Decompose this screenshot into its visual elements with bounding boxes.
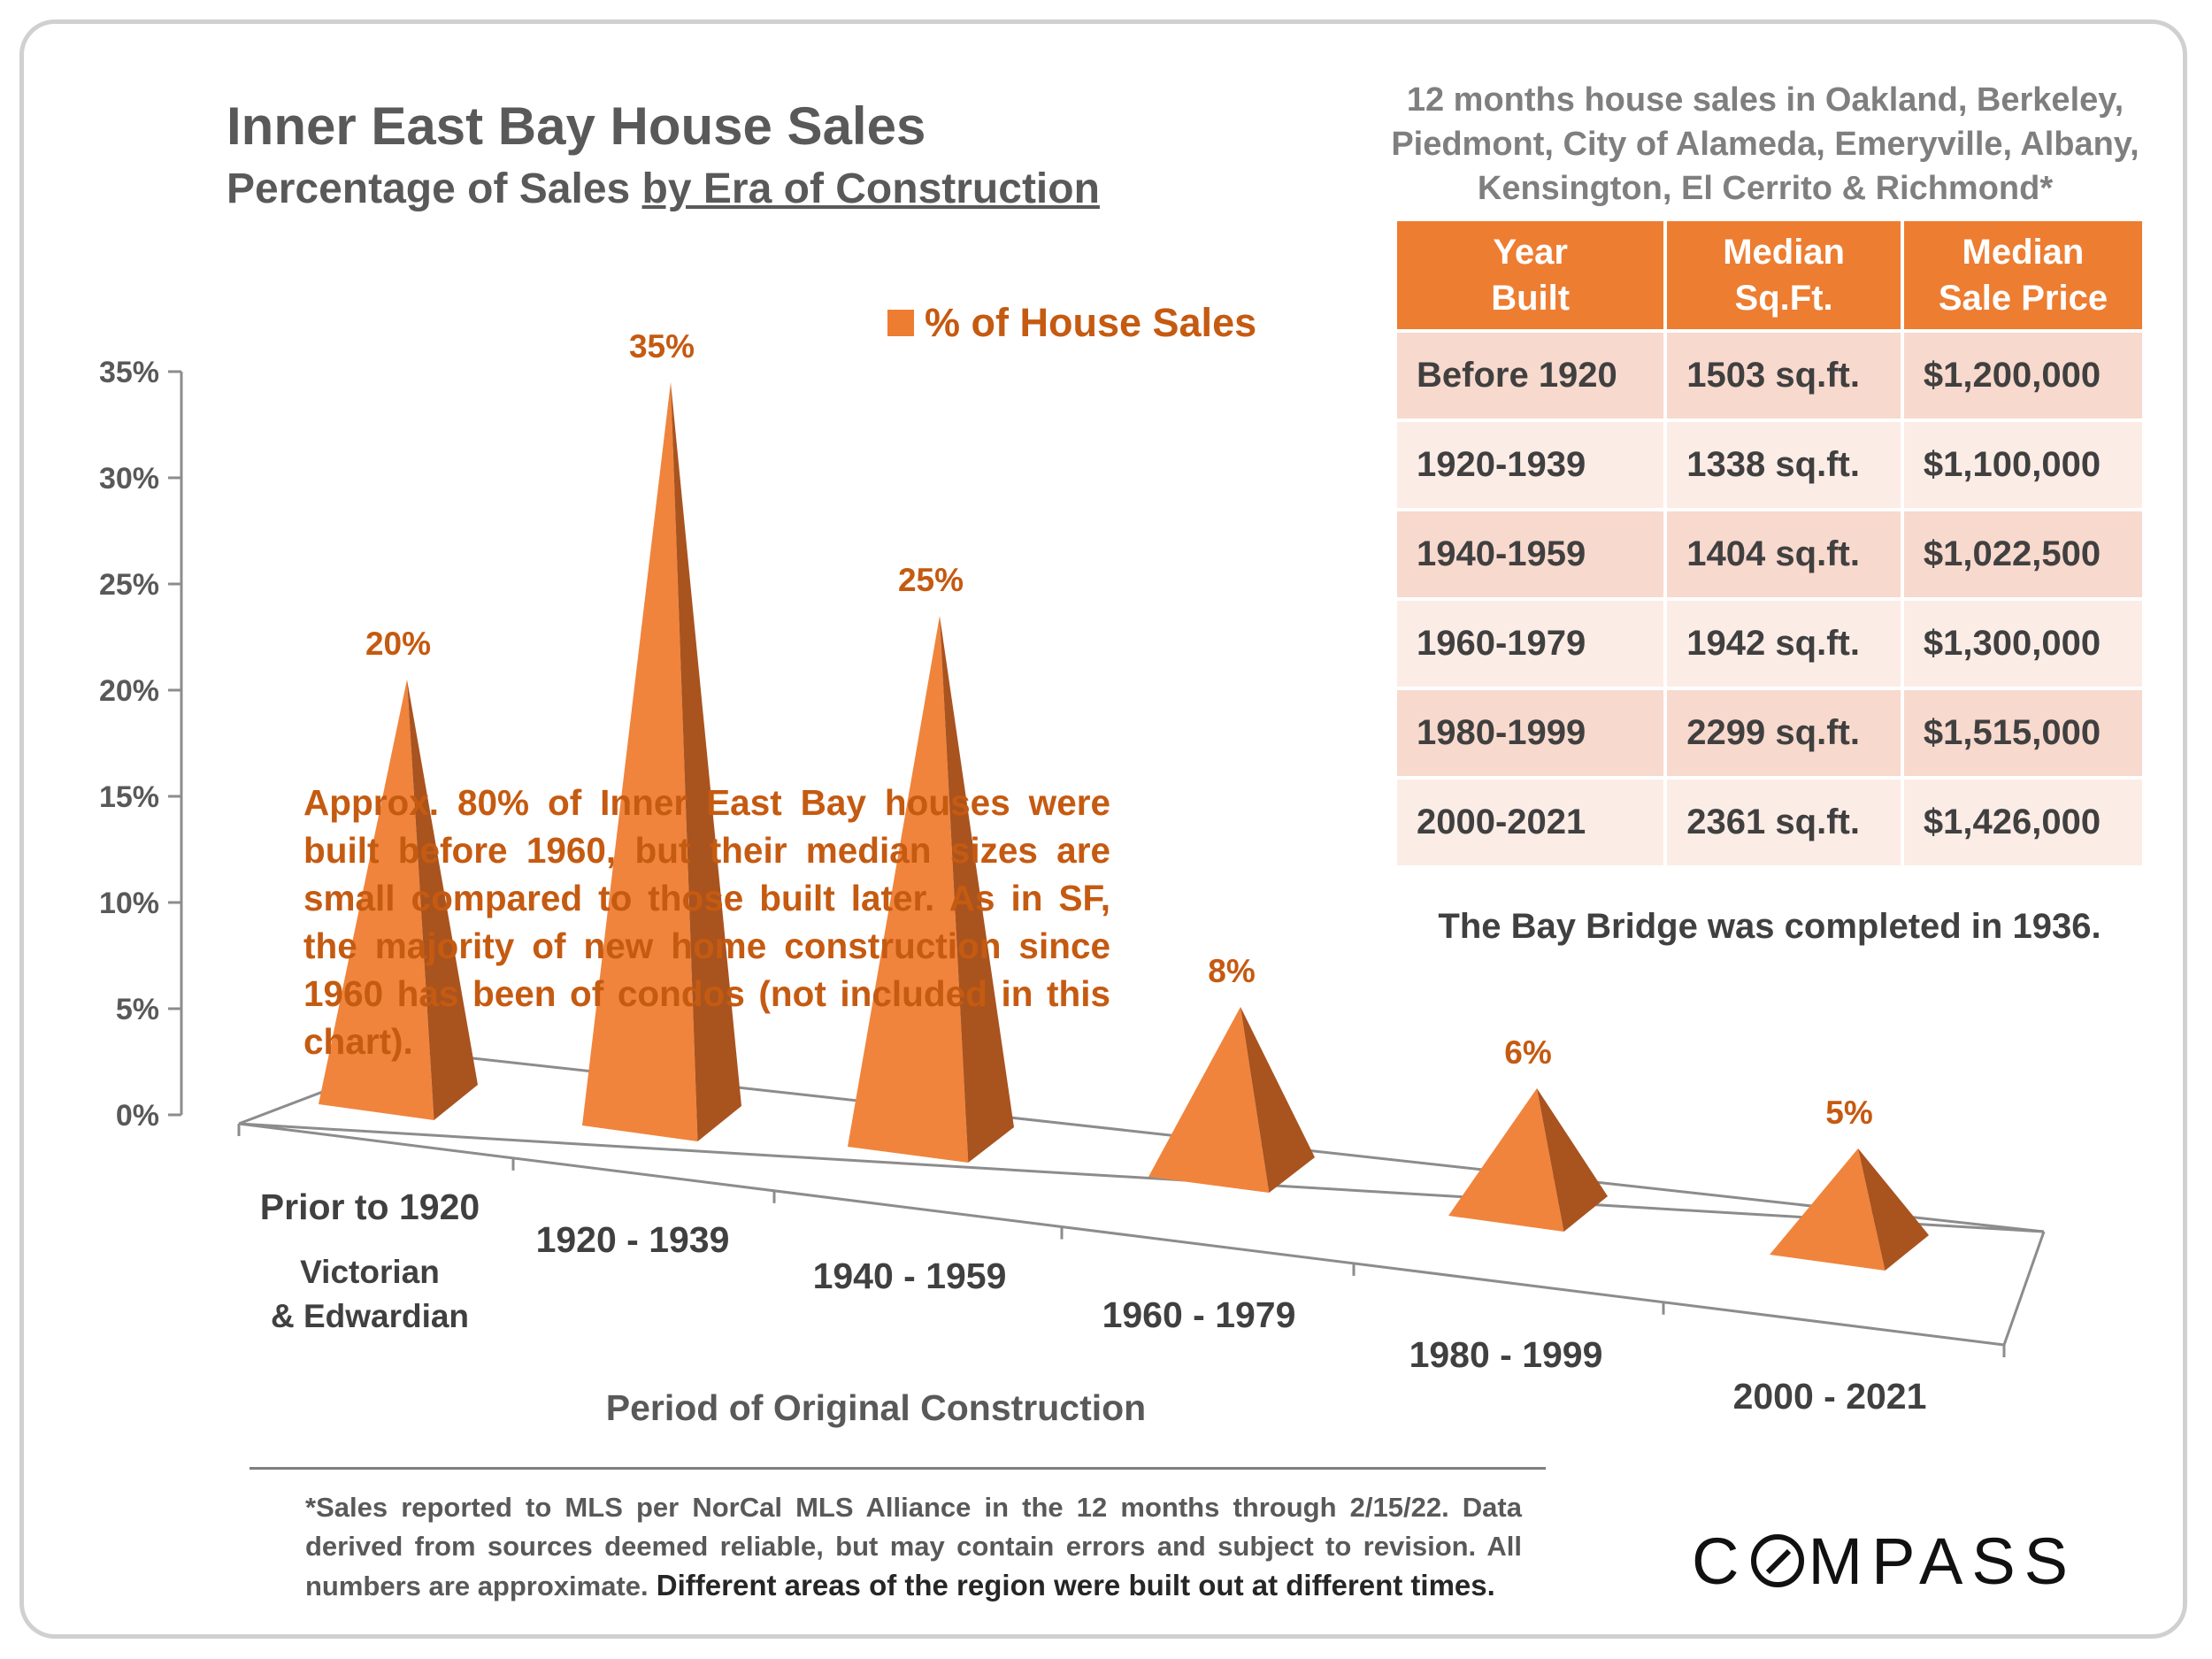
cell-sqft: 2361 sq.ft.: [1667, 780, 1901, 865]
pyramid-bar: [582, 382, 741, 1141]
floor-front-edge: [238, 1122, 2005, 1347]
cell-sqft: 1404 sq.ft.: [1667, 511, 1901, 597]
data-label: 25%: [898, 562, 964, 598]
cell-sqft: 1503 sq.ft.: [1667, 333, 1901, 419]
pyramid-side-face: [1537, 1088, 1608, 1232]
category-label: 1920 - 1939: [536, 1219, 730, 1260]
pyramid-side-face: [940, 616, 1014, 1163]
x-axis-front-line: [238, 1122, 2045, 1233]
bay-bridge-note: The Bay Bridge was completed in 1936.: [1438, 907, 2101, 946]
pyramid-front-face: [1148, 1007, 1270, 1193]
cell-year: 2000-2021: [1397, 780, 1664, 865]
data-labels: 20% 35% 25% 8% 6% 5%: [365, 328, 1873, 1131]
header-year-built: Year Built: [1397, 221, 1664, 329]
legend-swatch: [887, 310, 914, 336]
footnote-divider: [250, 1467, 1546, 1470]
category-label: 1960 - 1979: [1102, 1294, 1296, 1335]
category-label: 1940 - 1959: [813, 1256, 1007, 1296]
table-row: Before 1920 1503 sq.ft. $1,200,000: [1397, 333, 2142, 419]
table-row: 2000-2021 2361 sq.ft. $1,426,000: [1397, 780, 2142, 865]
cell-price: $1,515,000: [1903, 690, 2142, 776]
category-sublabel-line2: & Edwardian: [271, 1298, 469, 1334]
category-label: Prior to 1920: [260, 1187, 480, 1227]
cell-year: 1960-1979: [1397, 601, 1664, 687]
floor-right-edge: [2002, 1231, 2046, 1346]
pyramid-bar: [1770, 1148, 1929, 1271]
cell-sqft: 2299 sq.ft.: [1667, 690, 1901, 776]
pyramid-front-face: [848, 616, 969, 1163]
cell-year: 1980-1999: [1397, 690, 1664, 776]
pyramid-side-face: [671, 382, 741, 1141]
y-tick-label: 25%: [99, 568, 159, 602]
y-tick-label: 15%: [99, 780, 159, 814]
chart-annotation: Approx. 80% of Inner East Bay houses wer…: [303, 782, 1110, 1062]
table-row: 1980-1999 2299 sq.ft. $1,515,000: [1397, 690, 2142, 776]
data-label: 5%: [1825, 1094, 1872, 1131]
pyramid-side-face: [1240, 1007, 1315, 1193]
x-axis-ticks: [237, 1124, 2006, 1357]
pyramid-front-face: [1770, 1148, 1886, 1271]
cell-year: 1940-1959: [1397, 511, 1664, 597]
page-subtitle: Percentage of Sales by Era of Constructi…: [227, 165, 1100, 213]
cell-price: $1,200,000: [1903, 333, 2142, 419]
median-stats-table: Year Built Median Sq.Ft. Median Sale Price …: [1394, 218, 2146, 869]
pyramid-front-face: [319, 680, 434, 1120]
y-tick-label: 0%: [116, 1099, 159, 1133]
page-title: Inner East Bay House Sales: [227, 96, 926, 156]
pyramid-bar: [319, 680, 478, 1120]
y-tick-label: 20%: [99, 674, 159, 708]
footnote-source-text: *Sales reported to MLS per NorCal MLS Al…: [305, 1492, 1522, 1601]
data-label: 35%: [629, 328, 695, 365]
cell-price: $1,022,500: [1903, 511, 2142, 597]
logo-o-icon: [1751, 1534, 1805, 1587]
pyramid-bar: [1148, 1007, 1315, 1193]
category-sublabel-line1: Victorian: [300, 1254, 440, 1290]
table-row: 1960-1979 1942 sq.ft. $1,300,000: [1397, 601, 2142, 687]
cell-sqft: 1942 sq.ft.: [1667, 601, 1901, 687]
category-label: 2000 - 2021: [1733, 1376, 1927, 1417]
y-tick-label: 30%: [99, 462, 159, 495]
table-header-row: Year Built Median Sq.Ft. Median Sale Price: [1397, 221, 2142, 329]
pyramid-side-face: [407, 680, 478, 1120]
cell-year: 1920-1939: [1397, 422, 1664, 508]
y-tick-label: 35%: [99, 356, 159, 389]
pyramid-front-face: [582, 382, 698, 1141]
header-median-price: Median Sale Price: [1903, 221, 2142, 329]
table-row: 1940-1959 1404 sq.ft. $1,022,500: [1397, 511, 2142, 597]
x-axis-title: Period of Original Construction: [606, 1387, 1146, 1428]
header-median-sqft: Median Sq.Ft.: [1667, 221, 1901, 329]
region-note: 12 months house sales in Oakland, Berkel…: [1391, 81, 2139, 207]
data-label: 8%: [1208, 953, 1255, 989]
data-label: 20%: [365, 626, 431, 662]
pyramid-bar: [848, 616, 1014, 1163]
subtitle-underlined-text: by Era of Construction: [641, 165, 1100, 212]
pyramid-bar: [1448, 1088, 1608, 1232]
data-label: 6%: [1504, 1034, 1551, 1071]
legend-label: % of House Sales: [925, 300, 1256, 345]
footnote: *Sales reported to MLS per NorCal MLS Al…: [305, 1488, 1522, 1606]
cell-price: $1,100,000: [1903, 422, 2142, 508]
subtitle-text: Percentage of Sales: [227, 165, 642, 212]
bar-series: [319, 382, 1929, 1271]
cell-year: Before 1920: [1397, 333, 1664, 419]
table-row: 1920-1939 1338 sq.ft. $1,100,000: [1397, 422, 2142, 508]
y-tick-label: 5%: [116, 993, 159, 1026]
pyramid-front-face: [1448, 1088, 1564, 1232]
compass-logo: C MPASS: [1692, 1525, 2078, 1598]
pyramid-side-face: [1858, 1148, 1929, 1271]
y-tick-label: 10%: [99, 887, 159, 920]
cell-price: $1,426,000: [1903, 780, 2142, 865]
y-axis-ticks: 0% 5% 10% 15% 20% 25% 30% 35%: [99, 356, 181, 1133]
cell-sqft: 1338 sq.ft.: [1667, 422, 1901, 508]
category-labels: Prior to 1920 1920 - 1939 1940 - 1959 1960 …: [260, 1187, 1927, 1417]
footnote-emphasis-text: Different areas of the region were built…: [648, 1569, 1495, 1601]
category-label: 1980 - 1999: [1409, 1334, 1603, 1375]
cell-price: $1,300,000: [1903, 601, 2142, 687]
